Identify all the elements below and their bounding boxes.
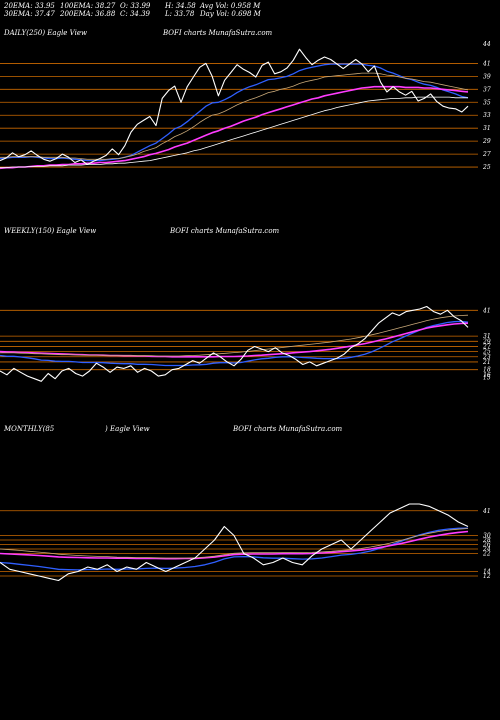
weekly-y-tick-label: 25 [482, 349, 491, 356]
monthly-ema_long-line [0, 530, 469, 560]
weekly-ema_long-line [0, 322, 469, 358]
weekly-ema_mid-line [0, 314, 469, 357]
header-ema100: 100EMA: 38.27 [60, 2, 116, 10]
monthly-ema_mid-line [0, 528, 469, 559]
daily-y-tick-label: 33 [483, 112, 491, 119]
monthly-panel-label: MONTHLY(85 [4, 425, 55, 433]
header-ema200: 200EMA: 36.88 [60, 10, 116, 18]
daily-ema200-line [0, 96, 468, 169]
daily-y-tick-label: 27 [482, 151, 491, 158]
header-low: L: 33.78 [165, 10, 195, 18]
daily-y-tick-label: 39 [483, 73, 491, 80]
header-avg-vol: Avg Vol: 0.958 M [200, 2, 261, 10]
weekly-panel-source: BOFI charts MunafaSutra.com [170, 227, 280, 235]
daily-panel-label: DAILY(250) Eagle View [4, 29, 87, 37]
header-ema30: 30EMA: 37.47 [4, 10, 55, 18]
header-high: H: 34.58 [165, 2, 196, 10]
daily-panel: 44 41 39 37 35 33 31 29 27 25 [0, 41, 491, 171]
daily-ema30-line [0, 72, 469, 160]
daily-ema100-line [0, 85, 469, 170]
daily-y-tick-label: 41 [482, 60, 491, 67]
daily-y-tick-label: 44 [482, 41, 491, 48]
daily-panel-source: BOFI charts MunafaSutra.com [163, 29, 273, 37]
header-ema20: 20EMA: 33.95 [4, 2, 55, 10]
weekly-y-tick-label: 41 [482, 307, 491, 314]
header-open: O: 33.99 [120, 2, 151, 10]
monthly-y-tick-label: 26 [482, 542, 491, 549]
weekly-y-tick-label: 21 [482, 359, 491, 366]
monthly-y-tick-label: 30 [483, 533, 491, 540]
header-day-vol: Day Vol: 0.698 M [200, 10, 261, 18]
weekly-y-tick-label: 16 [483, 372, 491, 379]
monthly-panel-source: BOFI charts MunafaSutra.com [233, 425, 343, 433]
daily-y-tick-label: 35 [483, 99, 491, 106]
daily-price-line [0, 48, 469, 166]
daily-y-tick-label: 31 [483, 125, 491, 132]
daily-y-tick-label: 37 [483, 86, 491, 93]
monthly-y-tick-label: 22 [482, 551, 491, 558]
monthly-price-line [0, 503, 469, 582]
monthly-y-tick-label: 41 [482, 508, 491, 515]
weekly-panel-label: WEEKLY(150) Eagle View [4, 227, 97, 235]
weekly-ema_short-line [0, 320, 469, 367]
daily-y-tick-label: 25 [482, 164, 491, 171]
weekly-y-tick-label: 23 [482, 354, 491, 361]
weekly-y-tick-label: 15 [483, 374, 491, 381]
header-close: C: 34.39 [120, 10, 150, 18]
weekly-y-tick-label: 31 [483, 333, 491, 340]
weekly-y-tick-label: 18 [483, 367, 491, 374]
weekly-y-tick-label: 29 [482, 338, 491, 345]
daily-y-tick-label: 29 [482, 138, 491, 145]
monthly-panel-label-suffix: ) Eagle View [105, 425, 150, 433]
daily-ema20-line [0, 63, 469, 162]
monthly-y-tick-label: 12 [483, 573, 491, 580]
weekly-y-tick-label: 27 [482, 343, 491, 350]
weekly-price-line [0, 305, 469, 382]
monthly-y-tick-label: 24 [482, 546, 491, 553]
monthly-y-tick-label: 14 [483, 569, 491, 576]
monthly-y-tick-label: 28 [482, 537, 491, 544]
